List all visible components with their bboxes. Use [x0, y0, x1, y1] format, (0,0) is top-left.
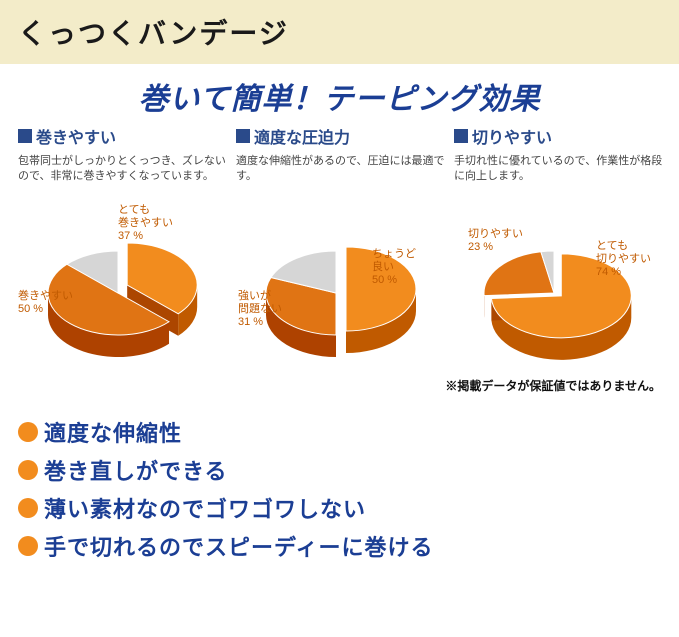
title-band: くっつくバンデージ [0, 0, 679, 64]
chart-col-2: 切りやすい 手切れ性に優れているので、作業性が格段に向上します。 とても切りやす… [454, 124, 664, 373]
feature-item: 薄い素材なのでゴワゴワしない [18, 492, 661, 524]
feature-item: 手で切れるのでスピーディーに巻ける [18, 530, 661, 562]
chart-heading-0: 巻きやすい [18, 124, 228, 148]
pie-slice-label: ちょうど良い50 % [372, 248, 416, 288]
chart-heading-1: 適度な圧迫力 [236, 124, 446, 148]
feature-text-0: 適度な伸縮性 [44, 416, 182, 448]
charts-row: 巻きやすい 包帯同士がしっかりとくっつき、ズレないので、非常に巻きやすくなってい… [0, 124, 679, 373]
chart-col-1: 適度な圧迫力 適度な伸縮性があるので、圧迫には最適です。 ちょうど良い50 % 強… [236, 124, 446, 373]
pie-chart-2: とても切りやすい74 % 切りやすい23 % [454, 198, 664, 373]
chart-heading-text-0: 巻きやすい [36, 124, 116, 148]
square-icon [18, 129, 32, 143]
page-title: くっつくバンデージ [18, 12, 661, 52]
chart-heading-text-1: 適度な圧迫力 [254, 124, 350, 148]
feature-item: 適度な伸縮性 [18, 416, 661, 448]
pie-slice-label: とても巻きやすい37 % [118, 204, 173, 244]
bullet-icon [18, 498, 38, 518]
chart-heading-2: 切りやすい [454, 124, 664, 148]
pie-chart-0: とても巻きやすい37 % 巻きやすい50 % [18, 198, 228, 373]
feature-item: 巻き直しができる [18, 454, 661, 486]
chart-desc-2: 手切れ性に優れているので、作業性が格段に向上します。 [454, 154, 664, 198]
chart-heading-text-2: 切りやすい [472, 124, 552, 148]
feature-text-3: 手で切れるのでスピーディーに巻ける [44, 530, 433, 562]
feature-text-1: 巻き直しができる [44, 454, 228, 486]
pie-slice-label: とても切りやすい74 % [596, 240, 651, 280]
disclaimer: ※掲載データが保証値ではありません。 [0, 373, 679, 404]
bullet-icon [18, 536, 38, 556]
feature-text-2: 薄い素材なのでゴワゴワしない [44, 492, 366, 524]
pie-chart-1: ちょうど良い50 % 強いが問題ない31 % [236, 198, 446, 373]
square-icon [454, 129, 468, 143]
chart-desc-0: 包帯同士がしっかりとくっつき、ズレないので、非常に巻きやすくなっています。 [18, 154, 228, 198]
square-icon [236, 129, 250, 143]
bullet-icon [18, 422, 38, 442]
chart-col-0: 巻きやすい 包帯同士がしっかりとくっつき、ズレないので、非常に巻きやすくなってい… [18, 124, 228, 373]
features-list: 適度な伸縮性 巻き直しができる 薄い素材なのでゴワゴワしない 手で切れるのでスピ… [0, 404, 679, 562]
pie-slice-label: 切りやすい23 % [468, 228, 523, 254]
bullet-icon [18, 460, 38, 480]
subtitle: 巻いて簡単！テーピング効果 [0, 64, 679, 124]
chart-desc-1: 適度な伸縮性があるので、圧迫には最適です。 [236, 154, 446, 198]
pie-slice-label: 巻きやすい50 % [18, 290, 73, 316]
pie-slice-label: 強いが問題ない31 % [238, 290, 282, 330]
